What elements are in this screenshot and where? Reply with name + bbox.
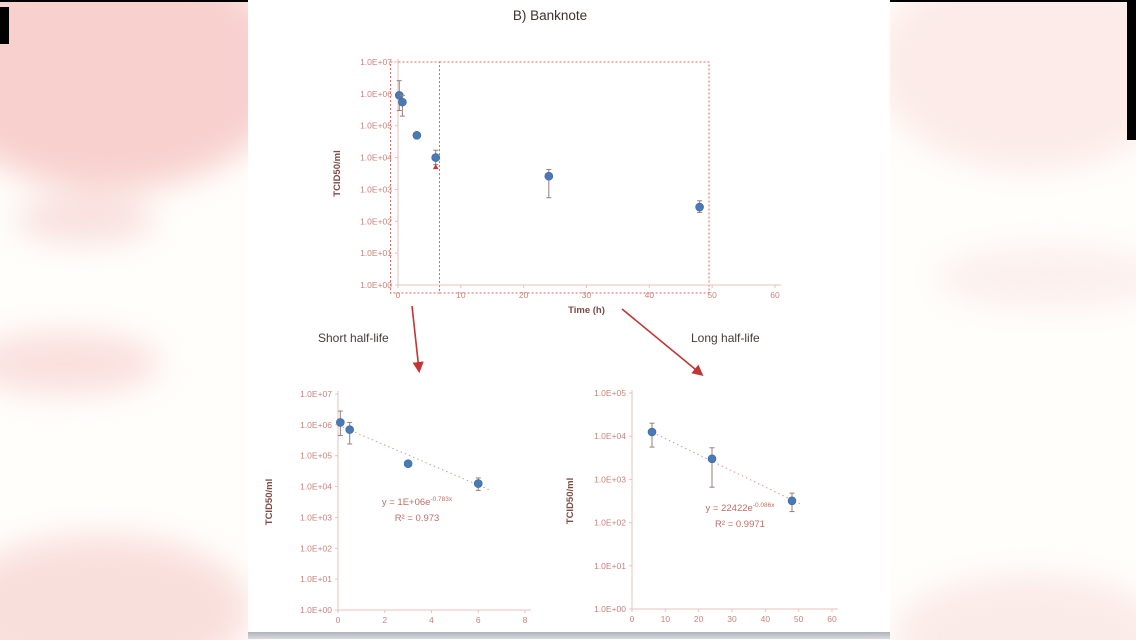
svg-text:1.0E+03: 1.0E+03	[360, 184, 392, 194]
svg-text:1.0E+01: 1.0E+01	[594, 561, 626, 571]
svg-text:60: 60	[770, 290, 780, 300]
svg-text:1.0E+05: 1.0E+05	[360, 121, 392, 131]
svg-text:1.0E+00: 1.0E+00	[594, 604, 626, 614]
svg-text:60: 60	[827, 614, 837, 624]
svg-text:TCID50/ml: TCID50/ml	[332, 150, 343, 196]
svg-text:R² = 0.9971: R² = 0.9971	[715, 519, 765, 530]
background-blob	[0, 332, 160, 394]
video-edge-artifact-right	[1127, 2, 1136, 140]
svg-text:y = 1E+06e-0.783x: y = 1E+06e-0.783x	[382, 496, 453, 508]
svg-text:0: 0	[336, 615, 341, 625]
svg-text:2: 2	[382, 615, 387, 625]
svg-text:10: 10	[456, 290, 466, 300]
svg-text:1.0E+05: 1.0E+05	[594, 388, 626, 398]
svg-text:1.0E+01: 1.0E+01	[300, 574, 332, 584]
svg-text:4: 4	[429, 615, 434, 625]
svg-text:6: 6	[476, 615, 481, 625]
svg-text:0: 0	[630, 614, 635, 624]
svg-text:1.0E+04: 1.0E+04	[300, 482, 332, 492]
svg-text:1.0E+06: 1.0E+06	[360, 89, 392, 99]
background-blob	[875, 0, 1136, 170]
svg-text:0: 0	[396, 290, 401, 300]
video-edge-artifact-left	[0, 7, 9, 44]
svg-text:1.0E+02: 1.0E+02	[300, 543, 332, 553]
svg-text:1.0E+07: 1.0E+07	[360, 57, 392, 67]
svg-text:50: 50	[707, 290, 717, 300]
svg-text:40: 40	[761, 614, 771, 624]
svg-text:30: 30	[582, 290, 592, 300]
long-half-life-label: Long half-life	[691, 331, 760, 345]
svg-text:1.0E+02: 1.0E+02	[360, 216, 392, 226]
svg-text:30: 30	[727, 614, 737, 624]
svg-text:8: 8	[523, 615, 528, 625]
svg-text:1.0E+02: 1.0E+02	[594, 518, 626, 528]
background-blob	[895, 575, 1136, 640]
svg-text:1.0E+05: 1.0E+05	[300, 451, 332, 461]
svg-text:20: 20	[519, 290, 529, 300]
background-blob	[935, 245, 1136, 310]
svg-text:50: 50	[794, 614, 804, 624]
svg-text:TCID50/ml: TCID50/ml	[565, 478, 576, 524]
main-decay-chart: 1.0E+07 1.0E+06 1.0E+05 1.0E+04 1.0E+03 1.0E+…	[332, 57, 781, 316]
svg-text:y = 22422e-0.086x: y = 22422e-0.086x	[706, 502, 776, 514]
svg-text:40: 40	[645, 290, 655, 300]
svg-text:1.0E+00: 1.0E+00	[360, 280, 392, 290]
svg-text:1.0E+04: 1.0E+04	[594, 431, 626, 441]
svg-text:10: 10	[661, 614, 671, 624]
svg-text:1.0E+00: 1.0E+00	[300, 605, 332, 615]
background-blob	[15, 195, 155, 243]
svg-text:1.0E+06: 1.0E+06	[300, 420, 332, 430]
long-half-life-chart: 1.0E+05 1.0E+04 1.0E+03 1.0E+02 1.0E+01 1.0E+…	[565, 388, 838, 624]
svg-text:1.0E+01: 1.0E+01	[360, 248, 392, 258]
figure-panel: B) Banknote 1.0E+07 1.0E+06 1.0E+05 1.0E+04…	[248, 0, 890, 632]
background-blob	[0, 0, 290, 190]
figure-title: B) Banknote	[512, 8, 588, 23]
svg-text:1.0E+07: 1.0E+07	[300, 389, 332, 399]
svg-text:1.0E+03: 1.0E+03	[594, 474, 626, 484]
short-half-life-chart: 1.0E+07 1.0E+06 1.0E+05 1.0E+04 1.0E+03 1.0E+…	[264, 389, 531, 625]
svg-text:Time (h): Time (h)	[568, 305, 605, 316]
background-blob	[0, 535, 250, 640]
svg-text:1.0E+03: 1.0E+03	[300, 512, 332, 522]
svg-text:TCID50/ml: TCID50/ml	[264, 479, 275, 525]
svg-text:R² = 0.973: R² = 0.973	[395, 513, 440, 524]
svg-text:1.0E+04: 1.0E+04	[360, 153, 392, 163]
svg-text:20: 20	[694, 614, 704, 624]
panel-shadow-strip	[248, 632, 890, 639]
short-half-life-label: Short half-life	[318, 331, 389, 345]
